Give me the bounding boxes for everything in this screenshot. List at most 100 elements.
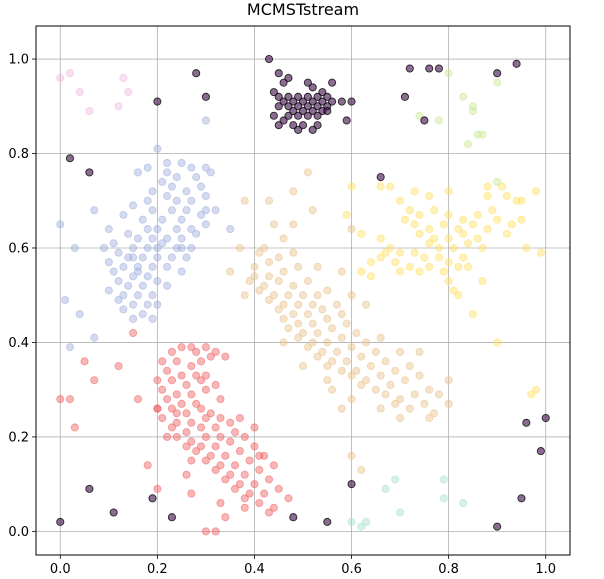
scatter-point (410, 248, 419, 257)
scatter-point (56, 220, 65, 229)
scatter-point (298, 97, 308, 106)
scatter-point (274, 121, 283, 130)
scatter-point (284, 324, 293, 333)
scatter-point (434, 243, 443, 253)
scatter-point (124, 88, 133, 97)
scatter-point (347, 97, 356, 106)
scatter-point (177, 215, 186, 224)
scatter-point (138, 253, 147, 262)
scatter-point (507, 220, 516, 229)
scatter-point (201, 385, 210, 394)
scatter-point (468, 106, 477, 116)
scatter-point (192, 399, 201, 408)
scatter-point (323, 286, 332, 295)
scatter-point (531, 385, 541, 394)
scatter-point (192, 371, 201, 380)
scatter-point (153, 97, 162, 106)
scatter-point (153, 225, 162, 234)
scatter-point (90, 333, 99, 342)
scatter-point (230, 484, 240, 493)
scatter-point (65, 343, 75, 352)
scatter-point (376, 333, 385, 342)
y-axis: 0.0 0.2 0.4 0.6 0.8 1.0 (8, 53, 36, 540)
scatter-point (468, 220, 477, 229)
scatter-point (230, 428, 240, 437)
scatter-point (279, 314, 288, 323)
scatter-point (371, 385, 380, 394)
scatter-point (260, 489, 269, 498)
scatter-point (187, 437, 196, 446)
scatter-point (182, 409, 191, 418)
scatter-point (187, 243, 196, 253)
scatter-point (75, 88, 84, 97)
scatter-point (129, 328, 138, 338)
scatter-point (425, 413, 434, 423)
scatter-point (172, 225, 181, 234)
scatter-point (415, 347, 424, 356)
grid (36, 26, 570, 555)
scatter-point (163, 395, 172, 404)
scatter-point (197, 404, 206, 413)
scatter-point (177, 234, 186, 243)
scatter-point (323, 362, 332, 371)
scatter-point (138, 281, 147, 290)
scatter-point (158, 413, 167, 423)
x-tick-label: 0.4 (244, 562, 265, 577)
scatter-point (211, 465, 220, 475)
x-tick-label: 0.6 (341, 562, 362, 577)
scatter-point (381, 484, 390, 493)
scatter-point (172, 173, 181, 182)
scatter-point (391, 366, 400, 375)
scatter-point (129, 272, 138, 281)
scatter-point (104, 286, 113, 295)
scatter-point (381, 357, 390, 366)
scatter-point (235, 243, 244, 253)
scatter-point (245, 277, 254, 286)
scatter-point (206, 352, 215, 361)
scatter-point (313, 92, 322, 101)
scatter-point (357, 380, 366, 390)
scatter-point (425, 191, 434, 201)
scatter-point (444, 258, 453, 267)
scatter-point (391, 399, 400, 408)
scatter-point (250, 262, 259, 271)
scatter-point (274, 102, 283, 111)
scatter-point (172, 196, 181, 205)
scatter-point (158, 357, 167, 366)
scatter-point (386, 243, 395, 253)
scatter-point (396, 413, 405, 423)
scatter-point (434, 116, 443, 125)
scatter-point (201, 163, 210, 172)
scatter-point (274, 484, 283, 493)
scatter-point (182, 206, 191, 215)
scatter-point (211, 423, 220, 432)
scatter-point (294, 125, 303, 134)
scatter-point (250, 442, 259, 451)
scatter-point (425, 239, 434, 248)
scatter-point (386, 380, 395, 390)
scatter-point (240, 196, 249, 205)
scatter-point (459, 498, 468, 508)
scatter-point (279, 116, 288, 125)
scatter-point (153, 277, 162, 286)
scatter-point (163, 234, 172, 243)
scatter-point (376, 234, 385, 243)
scatter-point (279, 234, 288, 243)
scatter-point (400, 92, 409, 101)
scatter-point (318, 347, 327, 356)
scatter-point (294, 102, 303, 111)
scatter-point (337, 310, 346, 319)
scatter-point (153, 253, 162, 262)
scatter-point (187, 163, 196, 172)
scatter-point (357, 229, 366, 238)
scatter-point (298, 106, 308, 116)
scatter-point (269, 111, 278, 120)
y-tick-label: 0.0 (8, 525, 29, 540)
scatter-point (230, 461, 240, 470)
scatter-point (376, 182, 385, 191)
scatter-point (396, 508, 405, 517)
scatter-point (294, 111, 303, 120)
scatter-point (255, 451, 264, 460)
scatter-point (216, 413, 225, 423)
scatter-point (221, 352, 230, 361)
